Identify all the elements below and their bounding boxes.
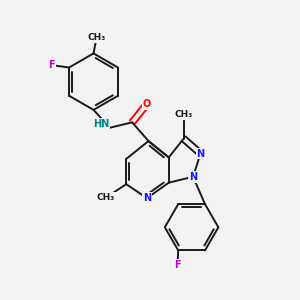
Text: N: N	[143, 193, 151, 203]
Text: HN: HN	[93, 119, 110, 129]
Text: CH₃: CH₃	[87, 33, 106, 42]
Text: N: N	[196, 148, 205, 159]
Text: O: O	[143, 99, 151, 109]
Text: CH₃: CH₃	[97, 193, 115, 202]
Text: CH₃: CH₃	[175, 110, 193, 119]
Text: N: N	[189, 172, 197, 182]
Text: F: F	[174, 260, 181, 270]
Text: F: F	[49, 60, 55, 70]
